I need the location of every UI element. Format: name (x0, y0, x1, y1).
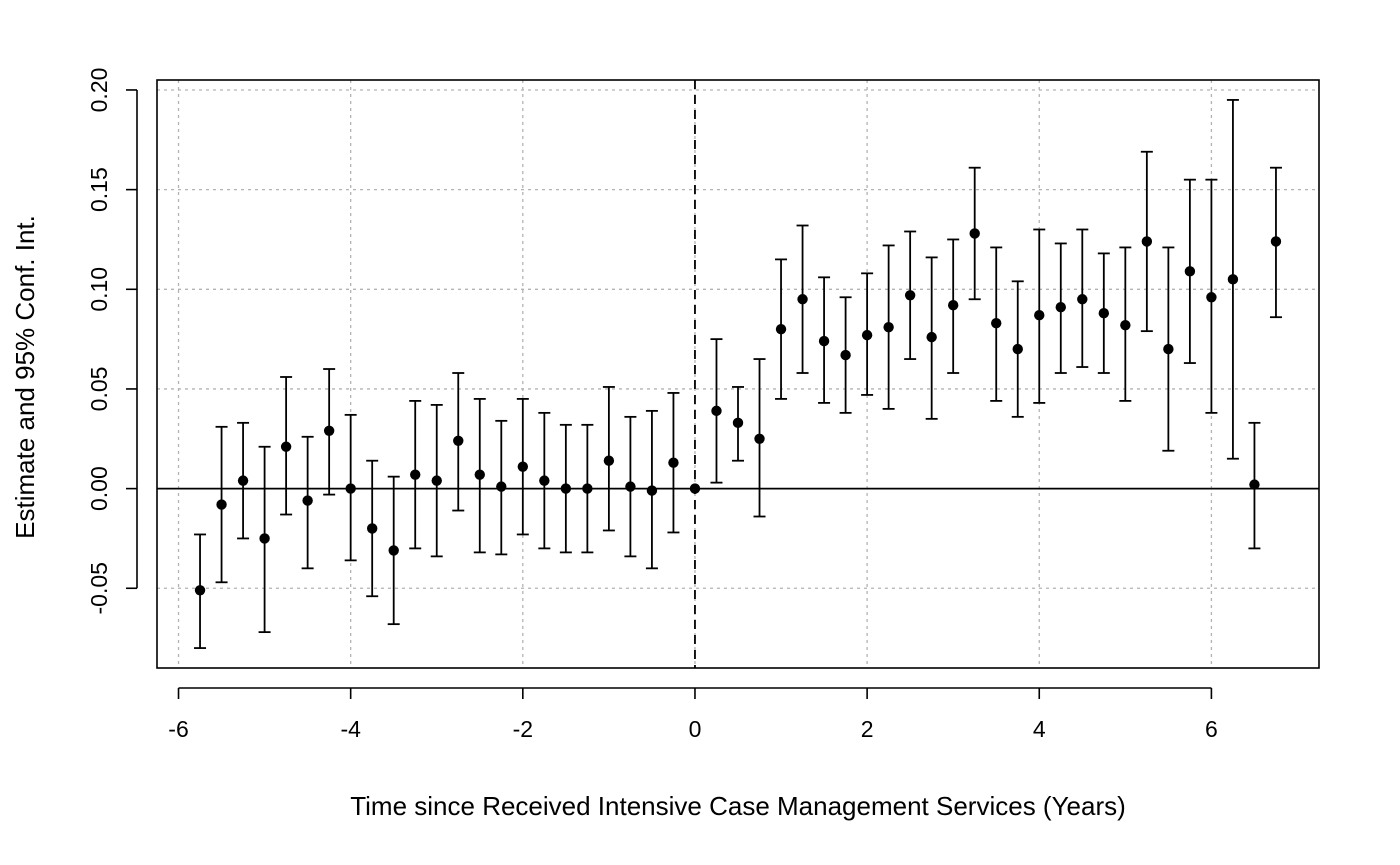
estimate-point (625, 481, 636, 492)
estimate-point (840, 349, 851, 361)
estimate-point (1249, 479, 1260, 490)
estimate-point (668, 457, 679, 468)
estimate-point (904, 290, 916, 301)
estimate-point (345, 483, 356, 494)
x-axis: -6 -4 -2 0 2 4 6 (168, 687, 1218, 742)
estimate-point (1270, 236, 1282, 247)
estimate-point (453, 435, 464, 446)
plot-frame (156, 79, 1320, 669)
estimate-point (496, 481, 507, 492)
estimate-point (603, 455, 615, 466)
estimate-point (1077, 294, 1088, 305)
estimate-point (1034, 310, 1045, 321)
estimate-point (517, 461, 529, 472)
estimate-point (302, 495, 313, 506)
estimate-point (323, 425, 335, 437)
estimate-point (1098, 308, 1110, 319)
y-tick-label: 0.10 (86, 267, 112, 312)
estimate-points (194, 228, 1282, 596)
x-tick-label: 6 (1205, 716, 1218, 742)
estimate-point (991, 317, 1002, 329)
reference-lines (157, 80, 1319, 668)
estimate-point (775, 323, 787, 335)
x-tick-label: 0 (689, 716, 702, 742)
estimate-point (926, 331, 937, 343)
x-tick-label: 2 (861, 716, 874, 742)
x-tick-label: 4 (1033, 716, 1046, 742)
estimate-point (1012, 343, 1023, 355)
y-axis-title: Estimate and 95% Conf. Int. (10, 215, 40, 539)
estimate-point (754, 433, 765, 444)
estimate-point (237, 475, 249, 486)
estimate-point (711, 405, 722, 417)
estimate-point (689, 483, 701, 494)
estimate-point (431, 475, 442, 486)
estimate-point (861, 329, 873, 341)
y-tick-label: 0.00 (86, 466, 112, 511)
estimate-point (216, 499, 227, 510)
estimate-point (259, 533, 270, 544)
x-axis-title: Time since Received Intensive Case Manag… (350, 791, 1126, 821)
y-tick-label: 0.20 (86, 68, 112, 113)
x-tick-label: -6 (168, 716, 188, 742)
estimate-point (366, 523, 378, 534)
estimate-point (1163, 343, 1174, 355)
estimate-point (388, 545, 399, 556)
estimate-point (410, 469, 421, 480)
estimate-point (818, 335, 830, 347)
estimate-point (1141, 236, 1153, 247)
error-bars (194, 99, 1282, 649)
estimate-point (1184, 266, 1196, 277)
estimate-point (539, 475, 550, 486)
x-tick-label: -4 (340, 716, 361, 742)
y-tick-label: 0.15 (86, 167, 112, 212)
estimate-point (947, 300, 959, 311)
estimate-point (883, 321, 894, 333)
estimate-point (280, 441, 292, 452)
estimate-point (560, 483, 572, 494)
estimate-point (1055, 302, 1066, 313)
estimate-point (194, 585, 206, 596)
estimate-point (1206, 292, 1217, 303)
estimate-point (797, 294, 808, 305)
y-tick-label: -0.05 (86, 562, 112, 614)
estimate-point (582, 483, 593, 494)
grid-lines (157, 80, 1319, 668)
estimate-point (1120, 319, 1131, 331)
x-tick-label: -2 (513, 716, 533, 742)
y-tick-label: 0.05 (86, 367, 112, 412)
y-axis: -0.05 0.00 0.05 0.10 0.15 0.20 (86, 68, 138, 614)
estimate-point (969, 228, 980, 239)
estimate-point (474, 469, 485, 480)
estimate-point (646, 485, 658, 496)
estimate-point (1227, 274, 1239, 285)
estimate-point (732, 417, 744, 429)
